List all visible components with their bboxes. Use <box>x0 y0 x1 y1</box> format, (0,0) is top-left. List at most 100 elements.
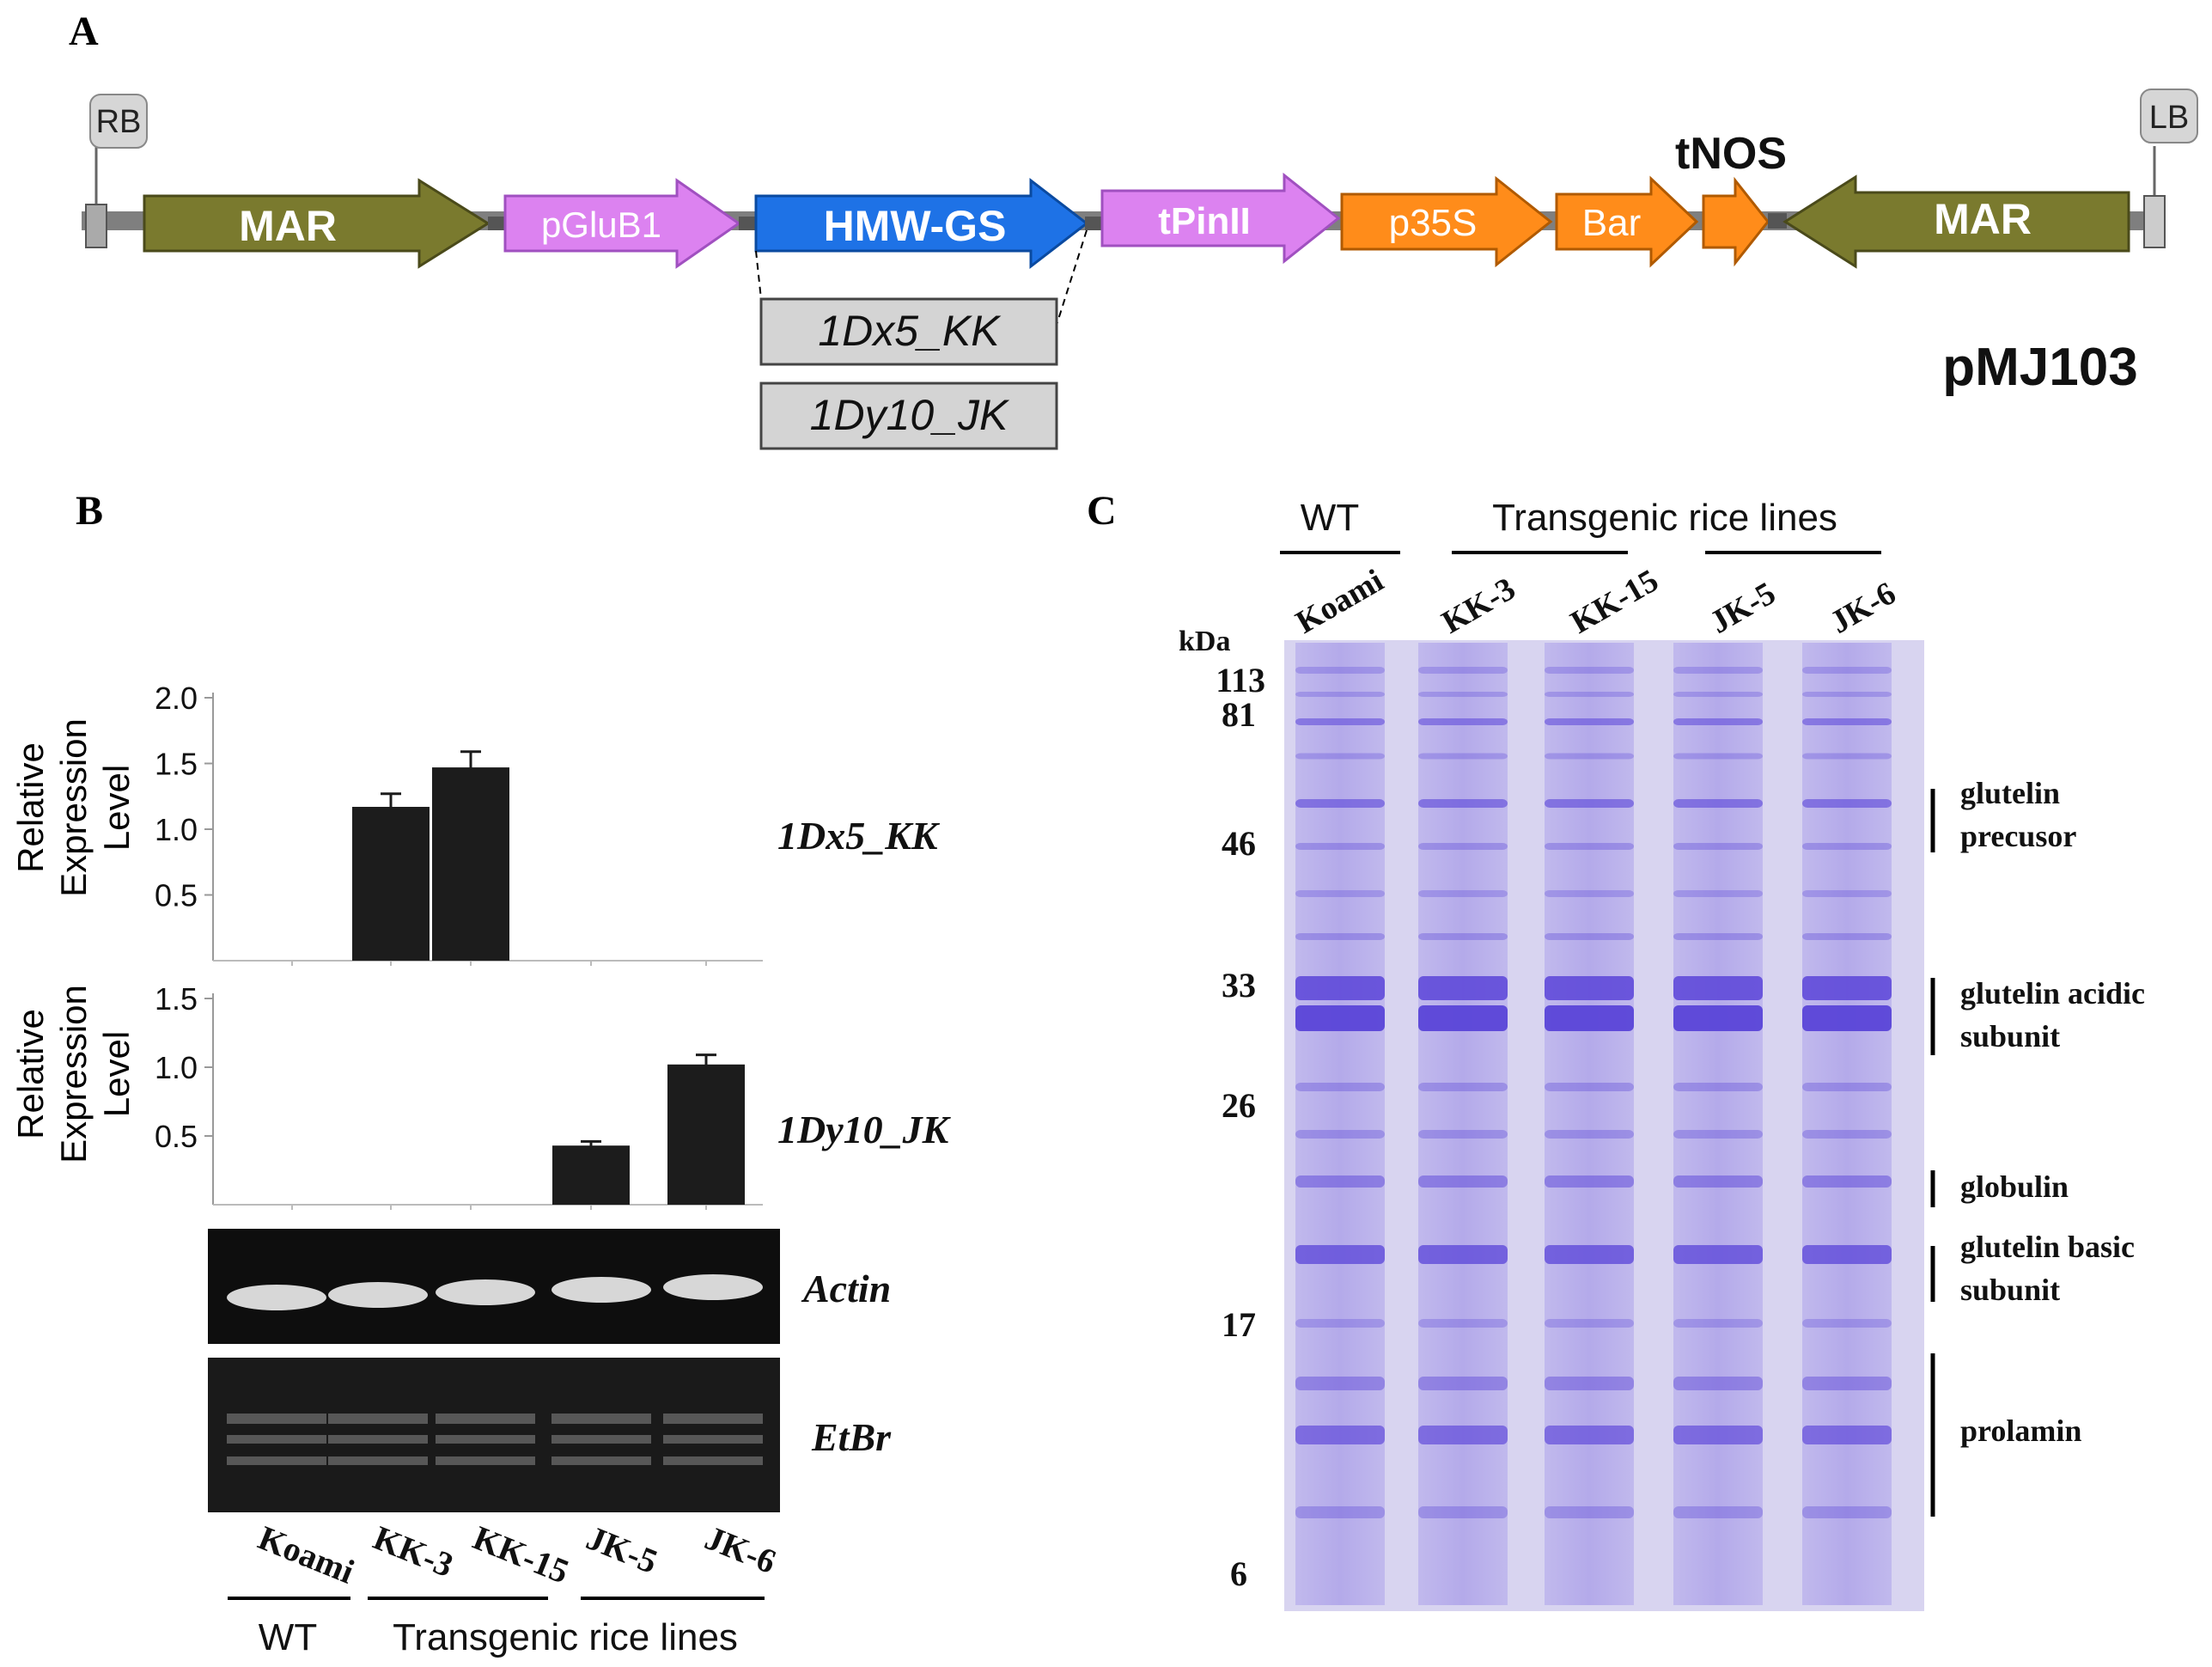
sds-band <box>1673 667 1763 674</box>
b-lane-kk15: KK-15 <box>468 1518 575 1591</box>
sds-band <box>1418 667 1508 674</box>
marker-26: 26 <box>1222 1086 1256 1125</box>
etbr-bands <box>227 1414 763 1465</box>
sds-band <box>1802 890 1892 897</box>
ann-basic-1: glutelin basic <box>1960 1230 2135 1264</box>
actin-band <box>436 1279 535 1305</box>
actin-band <box>663 1274 763 1300</box>
ann-prolamin: prolamin <box>1960 1414 2081 1448</box>
sds-band <box>1295 1319 1385 1328</box>
sds-band <box>1673 692 1763 697</box>
ann-acidic-1: glutelin acidic <box>1960 976 2145 1011</box>
sds-band <box>1418 1005 1508 1031</box>
chart1-gene-label: 1Dx5_KK <box>777 814 941 858</box>
sds-band <box>1295 799 1385 808</box>
sds-band <box>1295 843 1385 850</box>
sds-lane <box>1802 643 1892 1605</box>
sds-band <box>1673 1319 1763 1328</box>
etbr-band <box>436 1456 535 1465</box>
mar-right-arrow <box>1782 174 2130 269</box>
tnos-arrow <box>1702 176 1770 267</box>
sds-band <box>1295 890 1385 897</box>
sds-band <box>1802 753 1892 760</box>
etbr-band <box>663 1414 763 1424</box>
p35s-label: p35S <box>1389 202 1478 244</box>
sds-band <box>1295 976 1385 1000</box>
ann-basic-2: subunit <box>1960 1273 2060 1307</box>
rb-marker <box>85 204 107 248</box>
etbr-band <box>663 1456 763 1465</box>
bar <box>552 1145 630 1205</box>
sds-band <box>1545 1005 1634 1031</box>
chart-1dx5: 0.5 1.0 1.5 2.0 <box>155 681 763 966</box>
b-lane-jk6: JK-6 <box>700 1518 782 1581</box>
sds-band <box>1545 843 1634 850</box>
panel-a-label: A <box>69 9 99 54</box>
sds-band <box>1673 933 1763 940</box>
b-transgenic-label: Transgenic rice lines <box>393 1616 738 1658</box>
b-lane-koami: Koami <box>253 1518 360 1591</box>
sds-band <box>1418 1083 1508 1091</box>
sds-band <box>1545 976 1634 1000</box>
sds-band <box>1802 933 1892 940</box>
lb-label: LB <box>2149 100 2189 136</box>
b-lane-kk3: KK-3 <box>369 1518 459 1585</box>
sds-band <box>1418 1426 1508 1444</box>
sds-band <box>1418 1319 1508 1328</box>
rb-label: RB <box>96 104 142 140</box>
sds-band <box>1295 1005 1385 1031</box>
sds-lane <box>1295 643 1385 1605</box>
sds-band <box>1802 1245 1892 1264</box>
sds-band <box>1295 718 1385 725</box>
y-tick-label: 2.0 <box>155 681 198 716</box>
sds-band <box>1545 890 1634 897</box>
pglub1-arrow <box>503 178 741 269</box>
c-lane-kk3: KK-3 <box>1436 571 1522 641</box>
sds-band <box>1545 1083 1634 1091</box>
actin-band <box>328 1282 428 1308</box>
b-wt-label: WT <box>259 1616 317 1658</box>
y-tick-label: 0.5 <box>155 1119 198 1154</box>
sds-band <box>1418 692 1508 697</box>
sds-band <box>1295 753 1385 760</box>
svg-text:Level: Level <box>96 1031 137 1117</box>
mar-left-arrow <box>143 178 491 269</box>
sds-band <box>1673 976 1763 1000</box>
etbr-band <box>328 1456 428 1465</box>
sds-band <box>1418 843 1508 850</box>
sds-band <box>1545 1245 1634 1264</box>
panel-b-label: B <box>76 488 103 534</box>
chart1-ylabel: Relative Expression Level <box>10 718 137 897</box>
sds-band <box>1802 1083 1892 1091</box>
sds-band <box>1545 1130 1634 1139</box>
y-tick-label: 1.0 <box>155 812 198 847</box>
svg-text:Expression: Expression <box>53 718 94 897</box>
sds-band <box>1545 667 1634 674</box>
y-tick-label: 1.5 <box>155 981 198 1017</box>
y-tick-label: 1.5 <box>155 747 198 782</box>
svg-text:Relative: Relative <box>10 1009 51 1139</box>
sds-band <box>1295 1377 1385 1390</box>
b-lane-jk5: JK-5 <box>582 1518 663 1581</box>
svg-text:Expression: Expression <box>53 985 94 1163</box>
c-transgenic-label: Transgenic rice lines <box>1492 497 1837 539</box>
sds-band <box>1295 1426 1385 1444</box>
sds-band <box>1418 1130 1508 1139</box>
sds-band <box>1545 933 1634 940</box>
sds-band <box>1802 718 1892 725</box>
pglub1-label: pGluB1 <box>541 205 661 245</box>
sds-band <box>1673 890 1763 897</box>
marker-6: 6 <box>1230 1554 1247 1593</box>
bar <box>352 806 430 961</box>
sds-band <box>1802 692 1892 697</box>
sds-band <box>1545 1319 1634 1328</box>
sds-band <box>1673 799 1763 808</box>
sds-lane <box>1545 643 1634 1605</box>
marker-33: 33 <box>1222 966 1256 1004</box>
sds-lane <box>1418 643 1508 1605</box>
actin-band <box>551 1277 651 1303</box>
sds-band <box>1418 753 1508 760</box>
panel-c-label: C <box>1087 488 1117 534</box>
svg-text:Relative: Relative <box>10 742 51 873</box>
sds-band <box>1418 718 1508 725</box>
